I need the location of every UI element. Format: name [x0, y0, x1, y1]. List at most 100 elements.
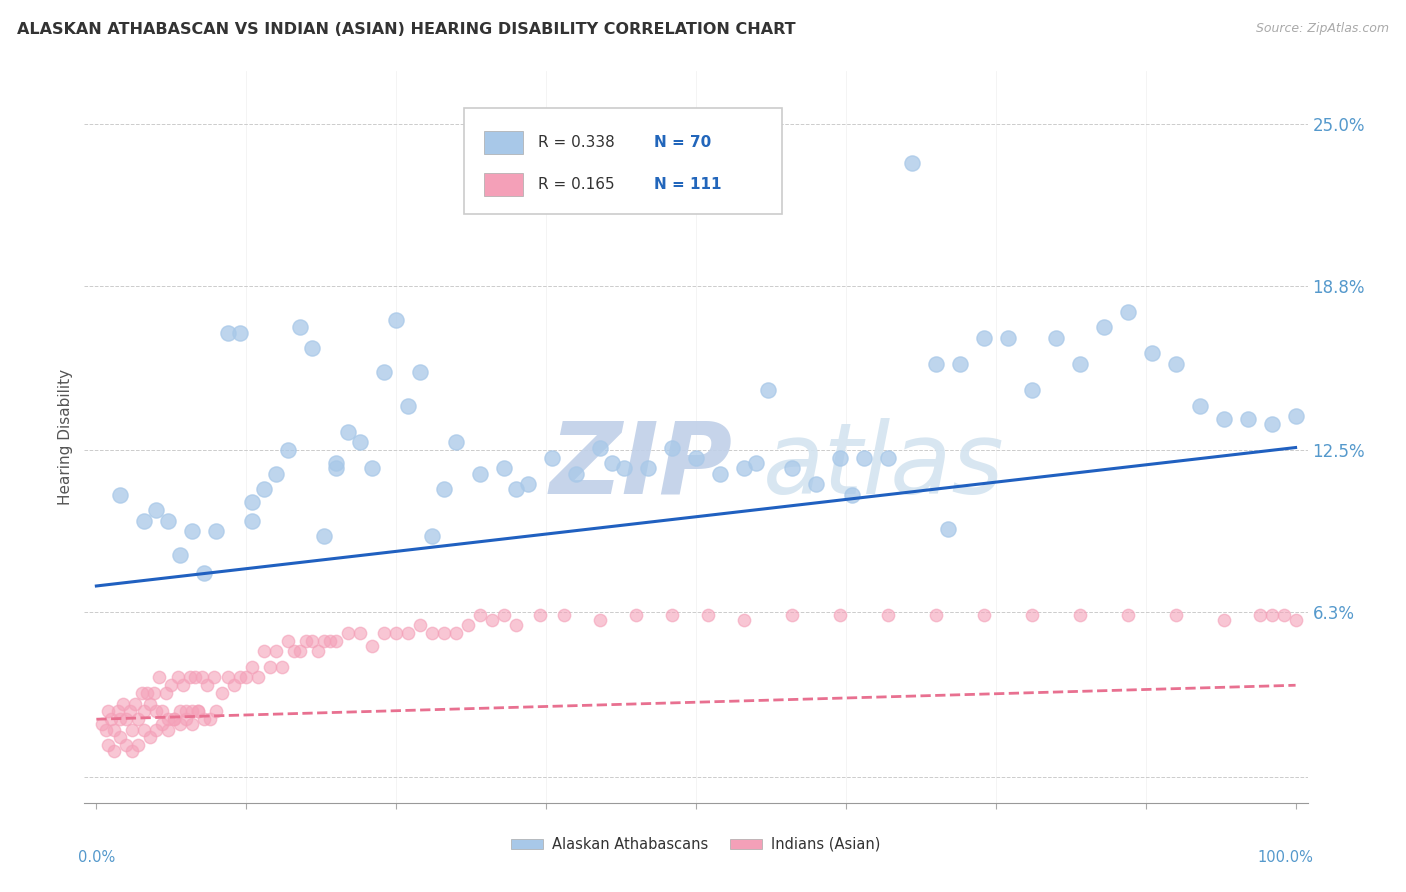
Point [169, 705, 191, 719]
Text: Source: ZipAtlas.com: Source: ZipAtlas.com [1256, 22, 1389, 36]
Point [135, 686, 157, 700]
Point [1164, 357, 1187, 371]
Point [271, 660, 294, 674]
Point [103, 723, 125, 737]
Point [127, 712, 149, 726]
Point [925, 607, 948, 622]
Point [148, 670, 170, 684]
Point [661, 441, 683, 455]
Point [1069, 607, 1091, 622]
Point [505, 618, 527, 632]
Point [247, 670, 270, 684]
Point [217, 326, 239, 340]
Point [1284, 613, 1306, 627]
Point [134, 705, 156, 719]
Point [361, 461, 384, 475]
Point [325, 461, 347, 475]
Point [1140, 346, 1163, 360]
Point [157, 723, 180, 737]
Point [624, 607, 647, 622]
Point [157, 712, 180, 726]
Point [876, 450, 898, 465]
Point [828, 607, 851, 622]
Point [373, 365, 395, 379]
Point [150, 717, 173, 731]
Text: ALASKAN ATHABASCAN VS INDIAN (ASIAN) HEARING DISABILITY CORRELATION CHART: ALASKAN ATHABASCAN VS INDIAN (ASIAN) HEA… [17, 22, 796, 37]
Point [494, 607, 516, 622]
Point [167, 670, 190, 684]
Point [301, 341, 323, 355]
Point [290, 320, 312, 334]
Point [433, 483, 456, 497]
Text: atlas: atlas [763, 417, 1005, 515]
Point [121, 723, 143, 737]
Point [1021, 607, 1043, 622]
Point [139, 731, 162, 745]
Point [396, 626, 419, 640]
Point [145, 705, 167, 719]
Point [420, 529, 443, 543]
Point [373, 626, 395, 640]
Point [200, 712, 222, 726]
Point [745, 456, 768, 470]
Point [111, 697, 134, 711]
Point [181, 705, 204, 719]
Point [1212, 613, 1234, 627]
Point [1260, 607, 1282, 622]
Point [163, 712, 186, 726]
Point [349, 626, 371, 640]
Point [134, 514, 156, 528]
Text: 0.0%: 0.0% [79, 850, 115, 865]
Point [457, 618, 479, 632]
Point [193, 712, 215, 726]
Point [1188, 399, 1211, 413]
Point [613, 461, 636, 475]
Point [589, 613, 612, 627]
Point [103, 743, 125, 757]
Point [110, 712, 132, 726]
Point [1116, 304, 1139, 318]
Point [780, 461, 803, 475]
Point [229, 326, 252, 340]
Point [852, 450, 875, 465]
Point [1021, 383, 1043, 397]
Point [100, 712, 122, 726]
Point [217, 670, 239, 684]
Point [240, 495, 263, 509]
Point [259, 660, 281, 674]
Point [1212, 412, 1234, 426]
Point [295, 633, 318, 648]
Point [142, 686, 165, 700]
Point [121, 743, 143, 757]
Point [205, 705, 228, 719]
Point [1260, 417, 1282, 431]
Point [163, 712, 186, 726]
Point [253, 483, 276, 497]
Point [301, 633, 323, 648]
Point [307, 644, 329, 658]
Point [187, 705, 209, 719]
Point [541, 450, 564, 465]
Point [409, 365, 432, 379]
Point [195, 678, 218, 692]
Point [433, 626, 456, 640]
Point [780, 607, 803, 622]
Point [202, 670, 225, 684]
Point [1284, 409, 1306, 424]
Point [181, 524, 204, 538]
Point [187, 705, 209, 719]
Point [733, 461, 755, 475]
Point [349, 435, 371, 450]
Point [733, 613, 755, 627]
Point [124, 697, 146, 711]
Point [420, 626, 443, 640]
Point [110, 731, 132, 745]
Y-axis label: Hearing Disability: Hearing Disability [58, 369, 73, 505]
Point [179, 670, 201, 684]
Point [115, 739, 138, 753]
Point [150, 705, 173, 719]
Point [183, 670, 205, 684]
Point [409, 618, 432, 632]
Point [169, 548, 191, 562]
Point [97, 705, 120, 719]
